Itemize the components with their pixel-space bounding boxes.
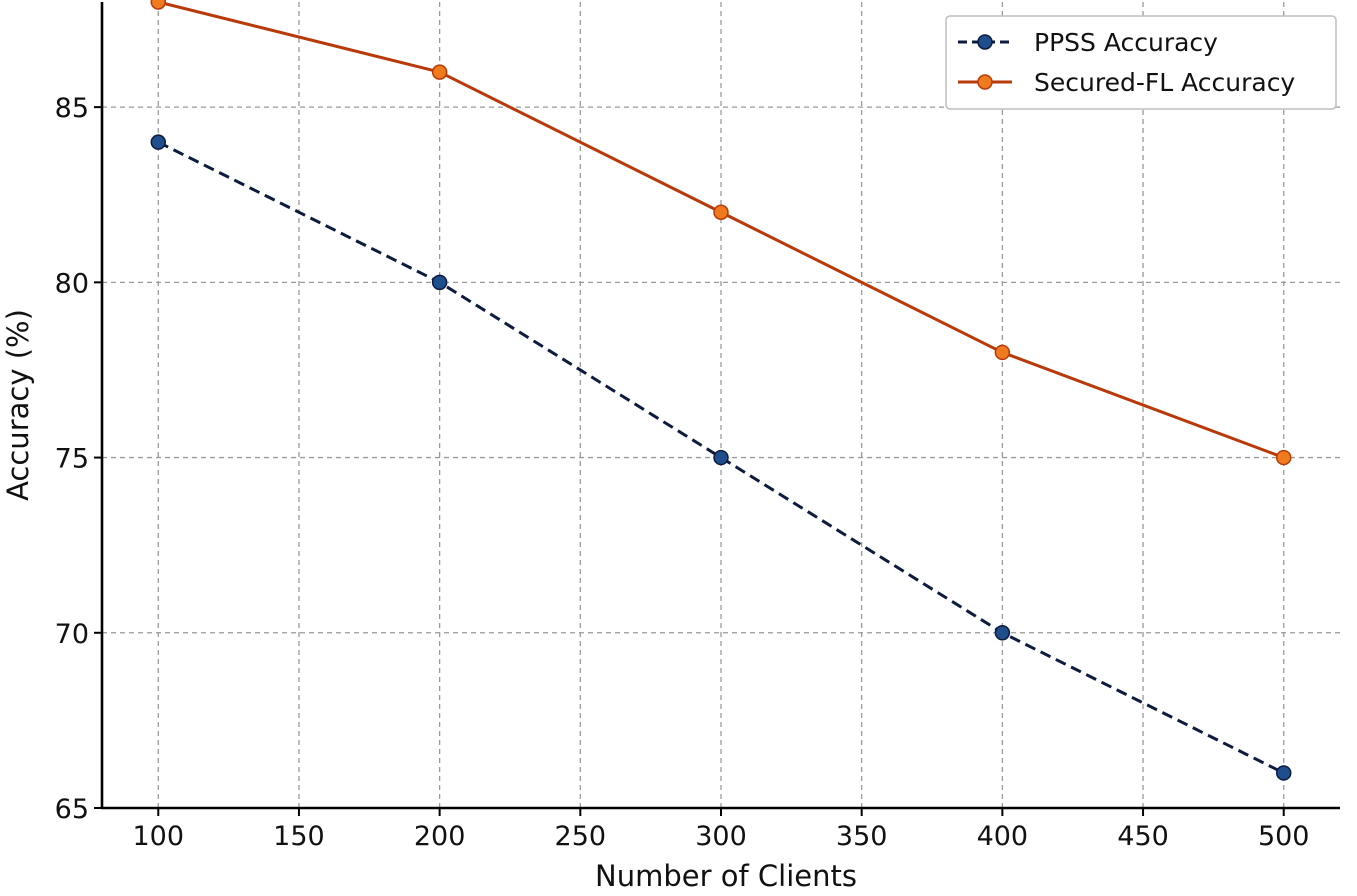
data-point-secured-fl-accuracy [150, 0, 167, 10]
legend-marker-ppss [977, 34, 993, 50]
data-point-secured-fl-accuracy [713, 204, 729, 221]
data-point-ppss-accuracy [994, 625, 1011, 641]
y-tick-label: 80 [55, 268, 89, 299]
x-tick-label: 400 [977, 821, 1029, 852]
x-tick-label: 300 [695, 821, 747, 852]
x-tick-label: 100 [132, 821, 184, 852]
legend-frame [945, 15, 1337, 110]
y-axis-label: Accuracy (%) [1, 309, 35, 501]
data-point-secured-fl-accuracy [994, 344, 1011, 361]
data-point-secured-fl-accuracy [431, 64, 448, 80]
y-ticks: 65 70 75 80 85 [55, 93, 102, 825]
data-point-ppss-accuracy [150, 134, 167, 150]
y-tick-label: 75 [55, 444, 89, 475]
data-point-ppss-accuracy [1275, 765, 1292, 781]
x-axis-label: Number of Clients [595, 859, 857, 893]
grid [102, 2, 1340, 809]
y-tick-label: 70 [55, 619, 89, 650]
x-tick-label: 500 [1258, 821, 1310, 852]
x-tick-label: 150 [273, 821, 325, 852]
y-tick-label: 85 [55, 93, 89, 124]
x-tick-label: 450 [1117, 821, 1169, 852]
legend-label-secured-fl: Secured-FL Accuracy [1034, 68, 1295, 97]
legend: PPSS Accuracy Secured-FL Accuracy [945, 15, 1337, 110]
data-point-ppss-accuracy [431, 274, 448, 291]
legend-marker-secured-fl [977, 74, 993, 90]
x-tick-label: 250 [555, 821, 607, 852]
series [150, 0, 1292, 781]
x-ticks: 100 150 200 250 300 350 400 450 500 [132, 808, 1310, 852]
legend-label-ppss: PPSS Accuracy [1034, 28, 1218, 57]
x-tick-label: 350 [836, 821, 888, 852]
data-point-secured-fl-accuracy [1275, 449, 1292, 466]
x-tick-label: 200 [414, 821, 466, 852]
y-tick-label: 65 [55, 794, 89, 825]
data-point-ppss-accuracy [713, 449, 729, 466]
series-line-ppss-accuracy [157, 140, 1285, 775]
